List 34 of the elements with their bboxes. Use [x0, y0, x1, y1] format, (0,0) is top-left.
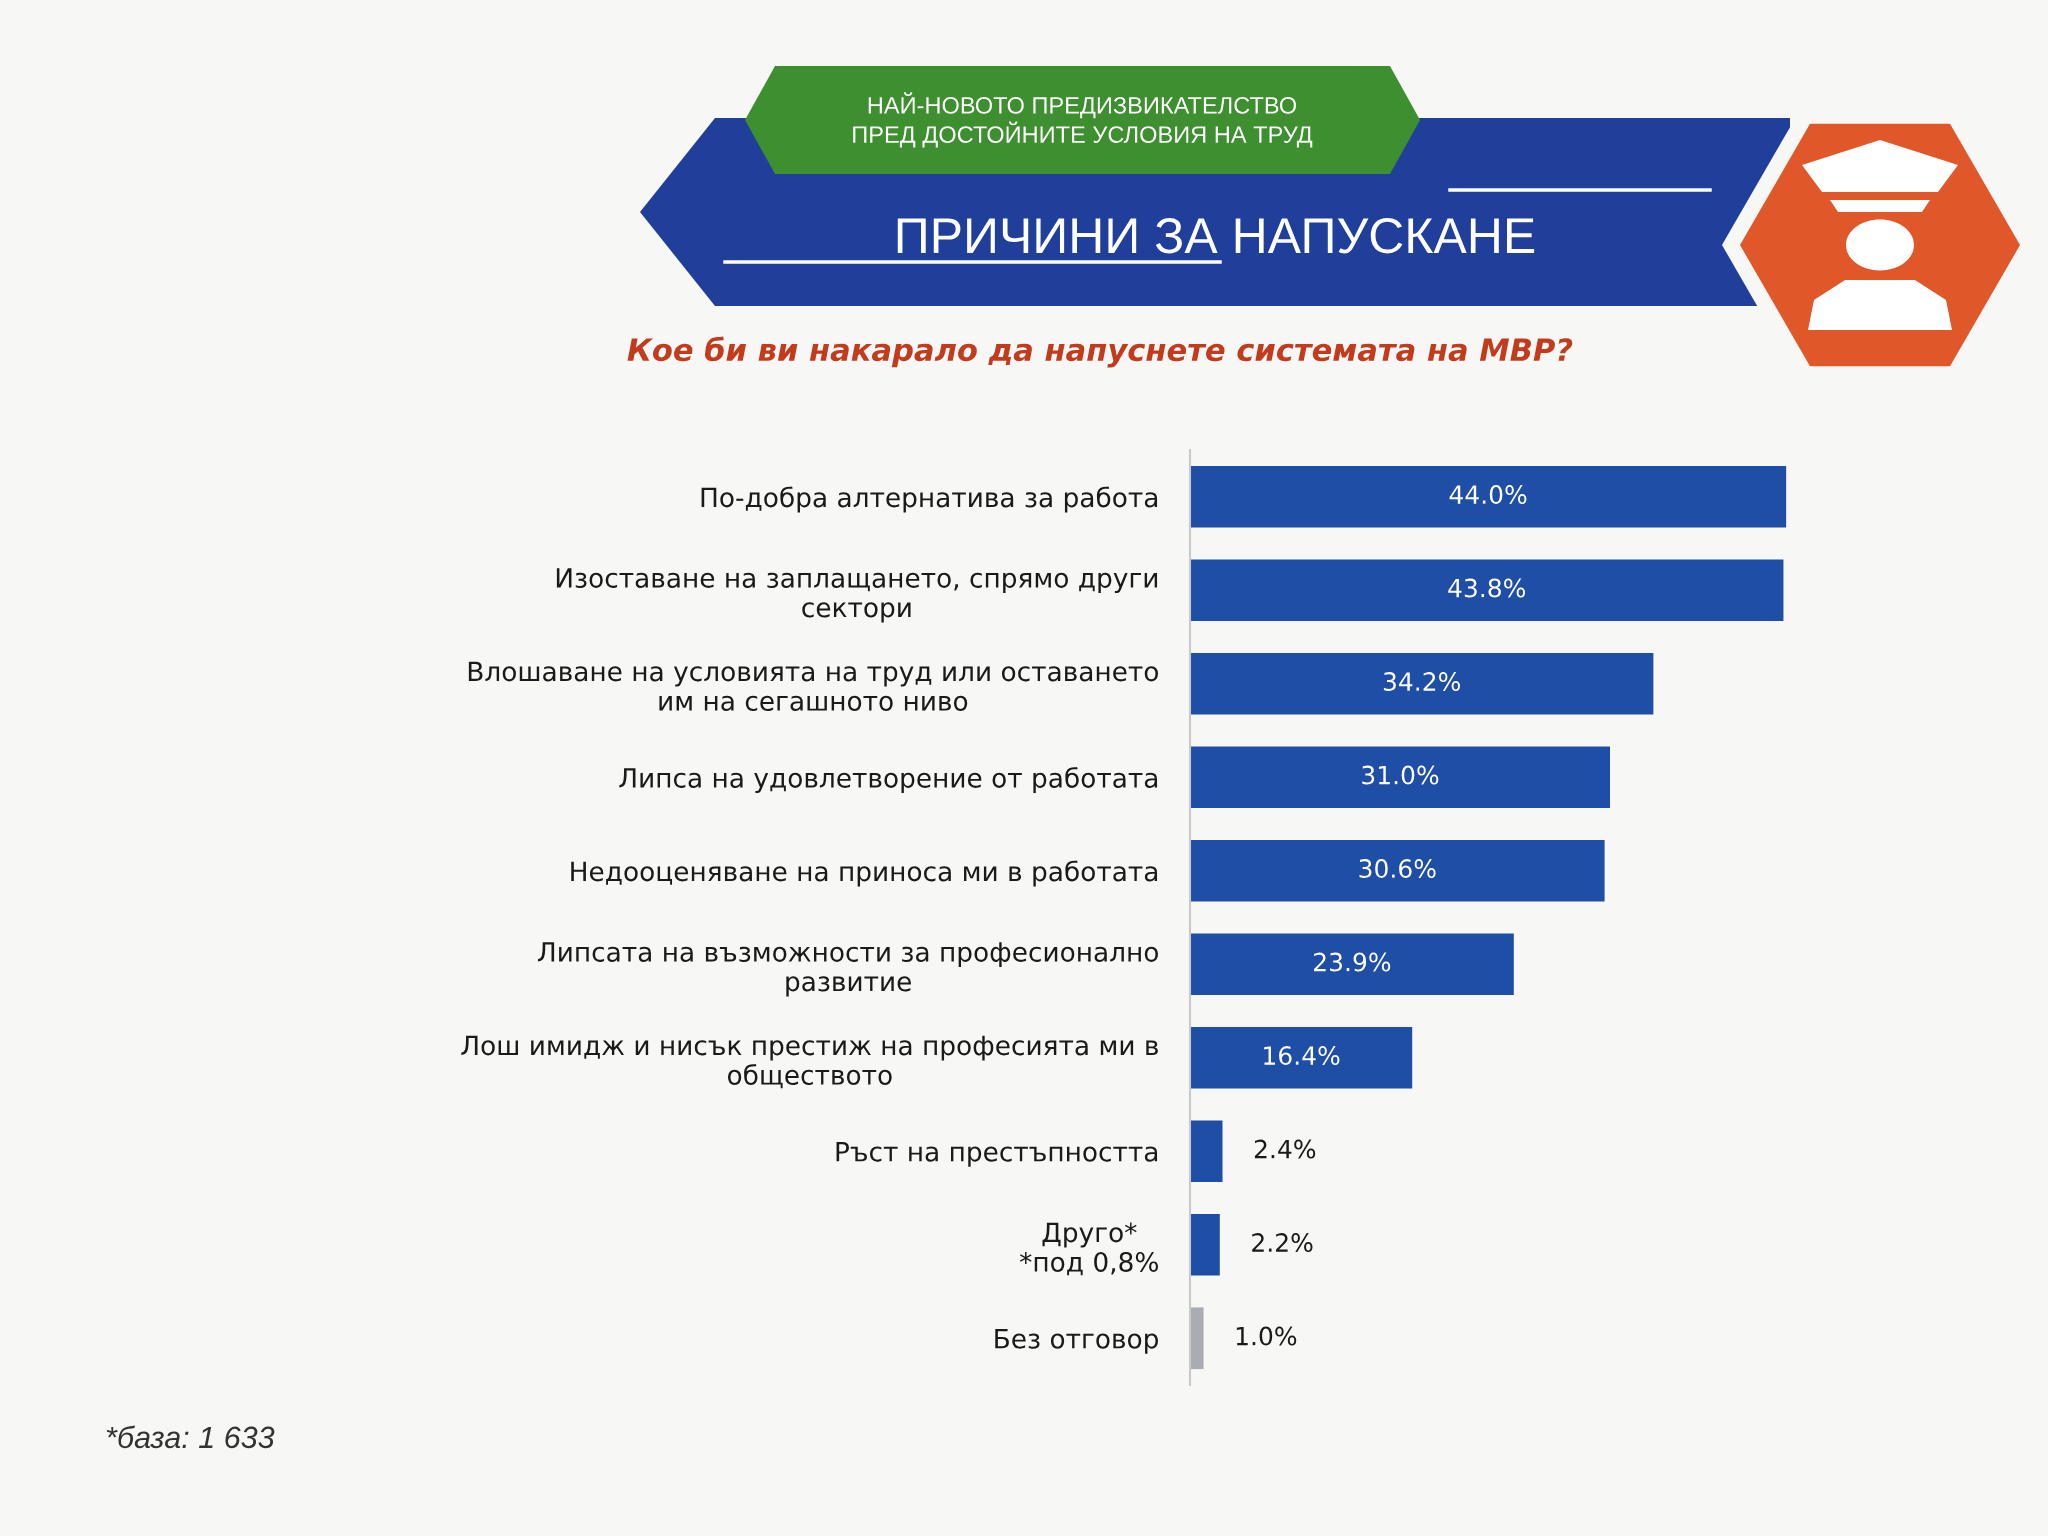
bar [1190, 1026, 1413, 1089]
chart-subtitle: Кое би ви накарало да напуснете системата на МВР? [627, 336, 1573, 368]
text: *база: 1 633 [106, 1425, 275, 1449]
y-tick-label: Ръст на престъпността [836, 1142, 1158, 1167]
y-tick-label: По-добра алтернатива за работа [701, 486, 1158, 513]
data-label: 16.4% [1264, 1046, 1340, 1065]
text: НАЙ-НОВОТО ПРЕДИЗВИКАТЕЛСТВО ПРЕД ДОСТОЙНИТЕ УСЛОВИЯ НА ТРУД [853, 92, 1313, 148]
y-tick-label: Лош имидж и нисък престиж на професията ми в обществото [461, 1035, 1158, 1089]
data-label: 23.9% [1314, 952, 1391, 972]
y-tick-label: Липса на удовлетворение от работата [619, 767, 1158, 793]
y-tick-label: Влошаване на условията на труд или оставането им на сегашното ниво [468, 661, 1158, 711]
data-label: 44.0% [1449, 485, 1527, 504]
bar [1190, 1120, 1223, 1183]
bar [1190, 933, 1514, 996]
data-label: 1.0% [1236, 1326, 1297, 1346]
y-tick-label: Недооценяване на приноса ми в работата [571, 860, 1158, 887]
data-label: 34.2% [1383, 672, 1461, 691]
bar [1190, 559, 1784, 622]
data-label: 2.4% [1254, 1139, 1316, 1159]
y-tick-label: Изоставане на заплащането, спрямо други сектори [556, 568, 1158, 623]
y-tick-label: Липсата на възможности за професионално развитие [537, 942, 1158, 997]
y-tick-label: Друго* *под 0,8% [1019, 1222, 1158, 1276]
bar [1190, 652, 1654, 715]
bar [1190, 465, 1787, 528]
data-label: 30.6% [1359, 859, 1436, 878]
bar [1190, 1307, 1204, 1370]
data-label: 43.8% [1448, 578, 1526, 598]
y-tick-label: Без отговор [995, 1329, 1158, 1354]
bar [1190, 1213, 1220, 1276]
chart-title: ПРИЧИНИ ЗА НАПУСКАНЕ [897, 218, 1535, 254]
bar [1190, 746, 1611, 809]
bar [1190, 839, 1605, 902]
data-label: 2.2% [1252, 1233, 1313, 1252]
data-label: 31.0% [1362, 765, 1439, 785]
